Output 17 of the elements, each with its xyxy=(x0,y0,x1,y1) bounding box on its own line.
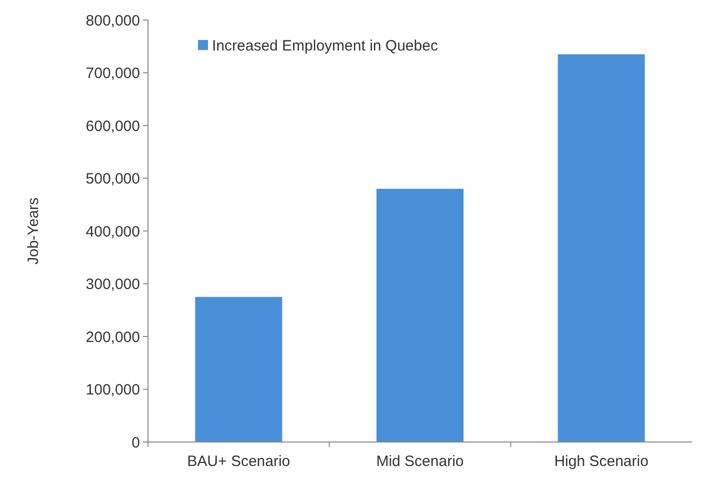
y-tick-label: 100,000 xyxy=(86,382,140,398)
legend-label: Increased Employment in Quebec xyxy=(212,37,438,54)
x-tick-label: BAU+ Scenario xyxy=(187,453,290,470)
x-tick-label: Mid Scenario xyxy=(376,453,464,470)
y-tick-label: 700,000 xyxy=(86,65,140,82)
y-tick-label: 600,000 xyxy=(86,118,140,135)
x-tick-label: High Scenario xyxy=(554,453,648,470)
y-tick-label: 800,000 xyxy=(86,12,140,30)
bar xyxy=(195,296,282,442)
y-tick-label: 500,000 xyxy=(86,170,140,188)
y-tick-label: 400,000 xyxy=(86,223,140,240)
bar xyxy=(558,54,645,442)
y-tick-label: 0 xyxy=(132,434,140,452)
bar xyxy=(376,188,464,442)
y-tick-label: 200,000 xyxy=(86,328,140,346)
y-tick-label: 300,000 xyxy=(86,276,140,293)
y-axis-title: Job-Years xyxy=(25,198,42,264)
